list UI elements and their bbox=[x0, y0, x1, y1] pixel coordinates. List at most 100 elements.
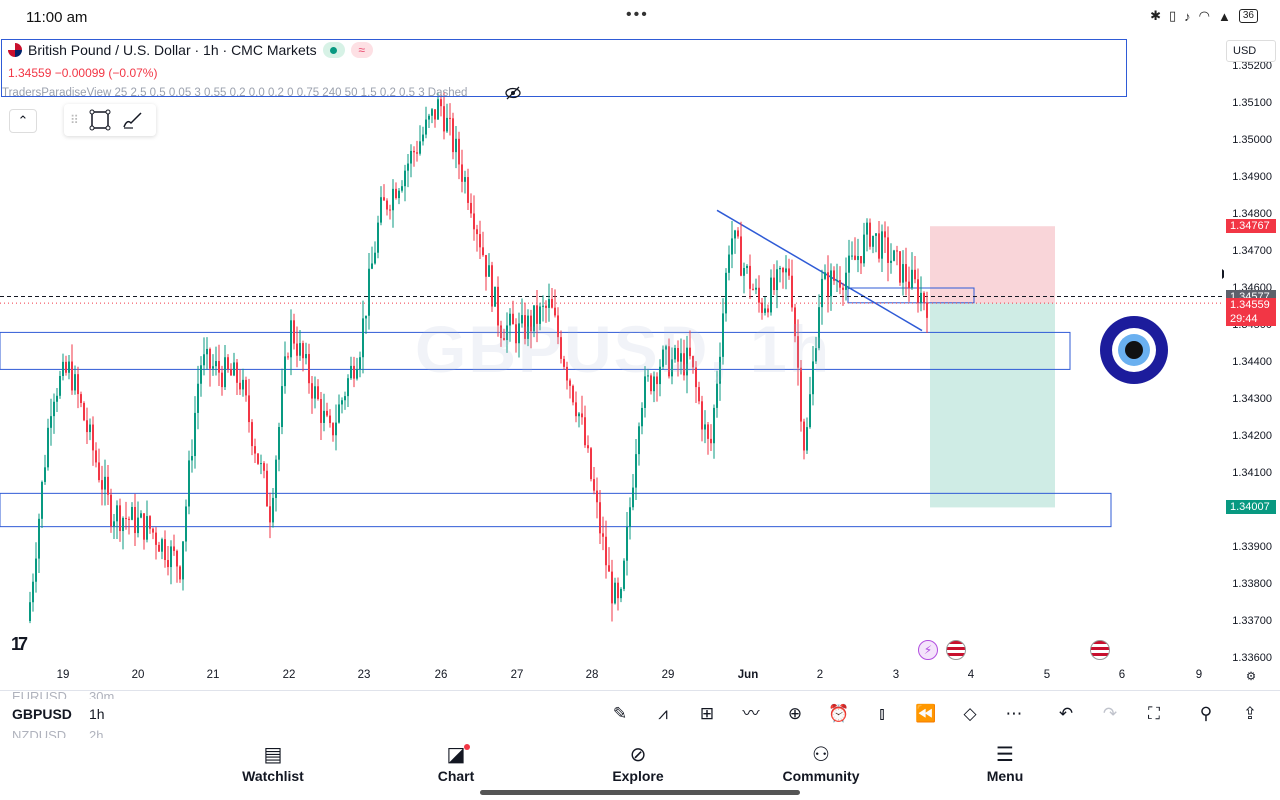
candle-body bbox=[761, 302, 763, 313]
candle-body bbox=[926, 302, 928, 318]
candle-body bbox=[644, 376, 646, 408]
nav-community[interactable]: ⚇ Community bbox=[771, 742, 871, 784]
candle-body bbox=[65, 361, 67, 373]
candle-body bbox=[365, 315, 367, 319]
candle-body bbox=[749, 265, 751, 289]
price-chart[interactable] bbox=[0, 36, 1224, 688]
candle-body bbox=[698, 387, 700, 402]
candle-body bbox=[215, 361, 217, 367]
candle-body bbox=[494, 286, 496, 307]
time-tick: 4 bbox=[967, 669, 975, 681]
candle-body bbox=[359, 357, 361, 370]
symbol-legend[interactable]: British Pound / U.S. Dollar · 1h · CMC M… bbox=[8, 42, 373, 58]
candle-body bbox=[509, 313, 511, 326]
candle-body bbox=[104, 476, 106, 490]
home-indicator[interactable] bbox=[480, 790, 800, 795]
market-open-icon[interactable] bbox=[322, 42, 345, 58]
pencil-icon[interactable]: ✎ bbox=[612, 704, 628, 723]
time-tick: Jun bbox=[737, 669, 759, 681]
candle-body bbox=[299, 343, 301, 356]
candle-body bbox=[383, 197, 385, 201]
candle-body bbox=[881, 231, 883, 259]
candle-body bbox=[404, 170, 406, 187]
nav-chart[interactable]: ◪ Chart bbox=[406, 742, 506, 784]
redo-icon[interactable]: ↷ bbox=[1102, 704, 1118, 723]
candle-body bbox=[863, 234, 865, 264]
candle-body bbox=[263, 463, 265, 471]
lightning-event-icon[interactable]: ⚡ bbox=[918, 640, 938, 660]
candle-body bbox=[572, 385, 574, 403]
data-delay-icon[interactable]: ≈ bbox=[350, 42, 373, 58]
candle-body bbox=[362, 318, 364, 358]
us-flag-event-icon-2[interactable] bbox=[1090, 640, 1110, 660]
candles-icon[interactable]: ⫾ bbox=[879, 704, 885, 723]
battery-icon: 36 bbox=[1238, 9, 1258, 23]
candle-body bbox=[32, 581, 34, 603]
candle-body bbox=[368, 268, 370, 316]
candle-body bbox=[725, 272, 727, 314]
fullscreen-icon[interactable]: ⛶ bbox=[1148, 704, 1160, 723]
candle-body bbox=[539, 306, 541, 324]
nav-menu[interactable]: ☰ Menu bbox=[955, 742, 1055, 784]
eye-off-icon[interactable] bbox=[505, 86, 521, 100]
candle-body bbox=[80, 394, 82, 403]
tradingview-logo[interactable]: 17 bbox=[11, 634, 28, 654]
rectangle-tool-icon[interactable] bbox=[89, 109, 111, 131]
time-tick: 29 bbox=[661, 669, 675, 681]
nav-watchlist-label: Watchlist bbox=[242, 768, 304, 784]
watchlist-next-symbol[interactable]: NZDUSD bbox=[12, 728, 67, 738]
candle-body bbox=[317, 386, 319, 400]
current-timeframe[interactable]: 1h bbox=[89, 706, 105, 722]
candle-body bbox=[701, 401, 703, 430]
brush-tool-icon[interactable] bbox=[121, 109, 145, 131]
candle-body bbox=[560, 337, 562, 359]
candle-body bbox=[59, 376, 61, 396]
candle-countdown-badge: 29:44 bbox=[1226, 312, 1276, 327]
add-icon[interactable]: ⊕ bbox=[787, 704, 803, 723]
candle-body bbox=[221, 372, 223, 388]
candle-body bbox=[395, 188, 397, 199]
watchlist-prev-symbol[interactable]: EURUSD bbox=[12, 689, 67, 699]
candle-body bbox=[380, 197, 382, 223]
nav-watchlist[interactable]: ▤ Watchlist bbox=[223, 742, 323, 784]
candle-body bbox=[584, 417, 586, 446]
status-menu-dots[interactable]: ••• bbox=[626, 6, 649, 23]
layers-icon[interactable]: ◇ bbox=[963, 704, 977, 723]
watchlist-next-timeframe[interactable]: 2h bbox=[89, 728, 104, 738]
currency-selector[interactable]: USD bbox=[1226, 40, 1276, 62]
idea-icon[interactable]: ⚲ bbox=[1199, 704, 1213, 723]
grid-icon[interactable]: ⊞ bbox=[699, 704, 715, 723]
candle-body bbox=[905, 264, 907, 282]
status-icons: ✱ ▯ ♪ ◠ ▲ 36 bbox=[1150, 8, 1258, 24]
price-axis[interactable]: 1.35200 1.35100 1.35000 1.34900 1.34800 1.347… bbox=[1224, 36, 1280, 688]
candle-body bbox=[239, 382, 241, 390]
chart-type-icon[interactable]: ⩘ bbox=[658, 704, 668, 723]
candle-body bbox=[611, 571, 613, 604]
us-flag-event-icon[interactable] bbox=[946, 640, 966, 660]
price-tick: 1.35200 bbox=[1232, 60, 1272, 72]
candle-body bbox=[227, 357, 229, 370]
settings-gear-icon[interactable]: ⚙ bbox=[1245, 671, 1257, 683]
collapse-legend-button[interactable]: ⌃ bbox=[9, 109, 37, 133]
more-icon[interactable]: ⋯ bbox=[1005, 704, 1023, 723]
nav-explore[interactable]: ⊘ Explore bbox=[588, 742, 688, 784]
undo-icon[interactable]: ↶ bbox=[1058, 704, 1074, 723]
chart-icon: ◪ bbox=[406, 742, 506, 768]
candle-body bbox=[140, 513, 142, 518]
alert-icon[interactable]: ⏰ bbox=[828, 704, 850, 723]
current-symbol[interactable]: GBPUSD bbox=[12, 706, 72, 722]
symbol-title[interactable]: British Pound / U.S. Dollar · 1h · CMC M… bbox=[28, 42, 317, 58]
drag-handle-icon[interactable]: ⠿ bbox=[70, 113, 79, 127]
candle-body bbox=[47, 427, 49, 468]
replay-icon[interactable]: ⏪ bbox=[915, 704, 937, 723]
candle-body bbox=[857, 256, 859, 260]
watchlist-prev-timeframe[interactable]: 30m bbox=[89, 689, 115, 699]
candle-body bbox=[101, 480, 103, 490]
price-tick: 1.34300 bbox=[1232, 393, 1272, 405]
indicator-icon[interactable]: 〰 bbox=[742, 704, 760, 723]
candle-body bbox=[566, 366, 568, 381]
indicator-legend[interactable]: TradersParadiseView 25 2.5 0.5 0.05 3 0.… bbox=[2, 87, 468, 99]
candle-body bbox=[629, 507, 631, 527]
share-icon[interactable]: ⇪ bbox=[1242, 704, 1258, 723]
chart-area[interactable]: GBPUSD, 1h British Pound / U.S. Dollar ·… bbox=[0, 36, 1280, 688]
